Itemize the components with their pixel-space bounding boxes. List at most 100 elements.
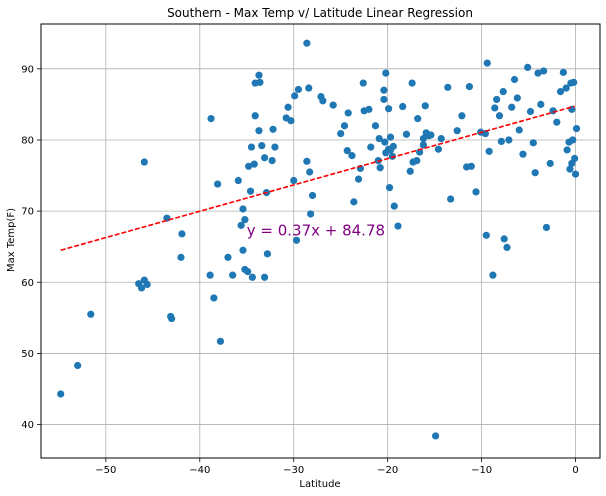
data-point bbox=[385, 105, 393, 113]
data-point bbox=[380, 95, 388, 104]
y-axis-label: Max Temp(F) bbox=[6, 208, 17, 272]
data-point bbox=[482, 231, 490, 239]
data-point bbox=[546, 159, 554, 168]
data-point bbox=[269, 125, 277, 133]
data-point bbox=[414, 115, 422, 123]
data-point bbox=[380, 86, 388, 94]
data-point bbox=[244, 267, 252, 276]
data-point bbox=[569, 136, 577, 144]
data-point bbox=[503, 243, 511, 252]
data-point bbox=[284, 103, 292, 111]
data-point bbox=[416, 148, 424, 156]
y-axis-ticks: 40 50 60 70 80 90 bbox=[21, 64, 41, 431]
data-point bbox=[489, 271, 497, 279]
data-point bbox=[305, 84, 313, 92]
data-point bbox=[499, 87, 507, 96]
data-point bbox=[540, 67, 548, 75]
data-point bbox=[406, 167, 414, 175]
data-point bbox=[467, 162, 475, 170]
data-point bbox=[481, 129, 489, 138]
data-point bbox=[505, 136, 513, 144]
x-axis-label: Latitude bbox=[299, 479, 340, 490]
y-tick-label: 80 bbox=[21, 135, 34, 146]
data-point bbox=[508, 103, 516, 111]
data-point bbox=[256, 78, 264, 86]
data-point bbox=[458, 112, 466, 120]
data-point bbox=[437, 134, 445, 143]
data-point bbox=[472, 188, 480, 196]
data-point bbox=[214, 180, 222, 188]
x-tick-label: −20 bbox=[377, 465, 398, 476]
y-tick-label: 60 bbox=[21, 278, 34, 289]
data-point bbox=[216, 337, 225, 345]
data-point bbox=[246, 187, 255, 195]
data-point bbox=[495, 112, 504, 120]
data-point bbox=[247, 143, 256, 151]
data-point bbox=[568, 159, 576, 168]
data-point bbox=[382, 69, 390, 77]
data-point bbox=[419, 134, 427, 143]
data-point bbox=[431, 432, 440, 440]
regression-line bbox=[60, 105, 575, 251]
data-point bbox=[500, 235, 508, 243]
data-point bbox=[237, 221, 245, 229]
data-point bbox=[290, 176, 298, 185]
data-point bbox=[444, 83, 452, 91]
data-point bbox=[402, 130, 411, 138]
data-point bbox=[337, 129, 345, 138]
data-point bbox=[178, 230, 186, 238]
data-point bbox=[562, 84, 570, 92]
data-point bbox=[485, 147, 493, 155]
data-point bbox=[399, 102, 407, 111]
data-point bbox=[376, 164, 384, 172]
data-point bbox=[87, 310, 95, 318]
x-tick-label: −50 bbox=[95, 465, 116, 476]
data-point bbox=[531, 169, 539, 177]
y-tick-label: 50 bbox=[21, 349, 34, 360]
data-point bbox=[261, 154, 269, 162]
data-point bbox=[255, 71, 263, 79]
data-point bbox=[537, 100, 545, 108]
data-point bbox=[291, 92, 299, 100]
data-point bbox=[367, 143, 375, 151]
data-point bbox=[515, 126, 523, 134]
data-point bbox=[394, 222, 402, 230]
data-point bbox=[513, 94, 521, 102]
data-points bbox=[57, 39, 581, 440]
data-point bbox=[491, 104, 499, 112]
x-tick-label: 0 bbox=[572, 465, 578, 476]
y-tick-label: 40 bbox=[21, 420, 34, 431]
data-point bbox=[57, 390, 65, 398]
data-point bbox=[388, 152, 396, 160]
data-point bbox=[234, 176, 242, 185]
data-point bbox=[206, 271, 214, 279]
data-point bbox=[268, 157, 276, 165]
data-point bbox=[572, 124, 581, 133]
data-point bbox=[354, 175, 363, 183]
plot-area-frame bbox=[40, 23, 601, 459]
data-point bbox=[419, 141, 427, 149]
data-point bbox=[250, 160, 258, 168]
data-point bbox=[571, 170, 580, 178]
x-tick-label: −10 bbox=[471, 465, 492, 476]
data-point bbox=[526, 107, 535, 116]
data-point bbox=[390, 202, 398, 210]
data-point bbox=[385, 145, 393, 153]
data-point bbox=[303, 157, 311, 165]
data-point bbox=[493, 95, 501, 104]
data-point bbox=[319, 97, 327, 105]
data-point bbox=[381, 138, 389, 146]
x-axis-ticks: −50 −40 −30 −20 −10 0 bbox=[95, 458, 579, 476]
data-point bbox=[248, 273, 256, 281]
data-point bbox=[263, 250, 272, 258]
data-point bbox=[303, 39, 311, 47]
data-point bbox=[567, 79, 575, 87]
data-point bbox=[224, 253, 232, 261]
data-point bbox=[453, 127, 461, 135]
data-point bbox=[365, 105, 373, 113]
data-point bbox=[350, 198, 358, 206]
data-point bbox=[529, 139, 537, 147]
data-point bbox=[385, 184, 394, 192]
data-point bbox=[447, 195, 455, 203]
